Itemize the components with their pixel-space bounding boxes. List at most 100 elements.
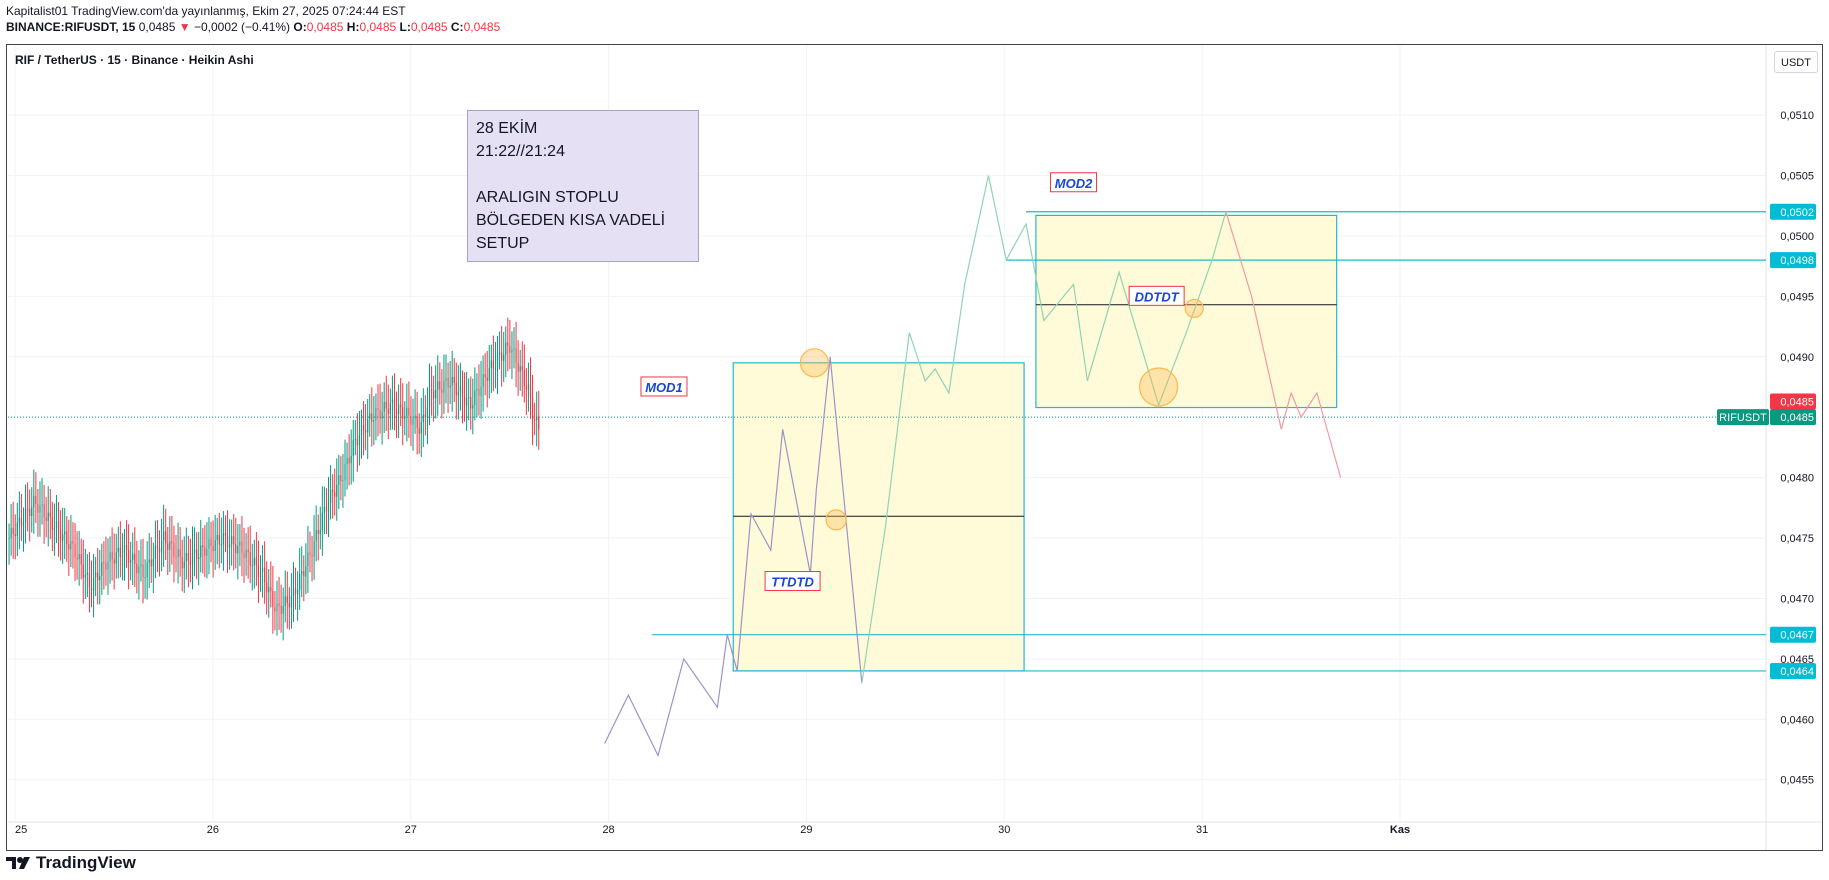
candle-body — [268, 587, 270, 593]
candle-body — [404, 415, 406, 419]
y-tick-label: 0,0500 — [1780, 231, 1814, 243]
candle-body — [470, 397, 472, 409]
candle-body — [31, 507, 33, 516]
candle-body — [144, 577, 146, 579]
candle-body — [435, 389, 437, 399]
note-line-6: SETUP — [476, 235, 530, 252]
candle-body — [299, 573, 301, 590]
price-change: −0,0002 (−0.41%) — [193, 20, 291, 34]
pattern-label: MOD2 — [1055, 176, 1093, 191]
candle-body — [259, 571, 262, 577]
candle-body — [22, 522, 25, 526]
candle-body — [414, 415, 416, 419]
candle-body — [507, 342, 509, 346]
candle-body — [253, 557, 255, 566]
candle-body — [420, 422, 422, 434]
candle-body — [237, 545, 239, 554]
candle-body — [158, 548, 161, 553]
candle-body — [327, 502, 330, 512]
x-tick-label: 27 — [405, 824, 417, 836]
candle-body — [111, 552, 113, 560]
candle-body — [397, 404, 400, 414]
candle-body — [284, 596, 286, 606]
candle-body — [97, 572, 99, 581]
footer-logo[interactable]: TradingView — [6, 853, 136, 873]
candle-body — [278, 603, 280, 606]
x-tick-label: 29 — [800, 824, 812, 836]
candle-body — [196, 549, 198, 559]
candle-body — [216, 534, 218, 541]
candle-body — [152, 559, 154, 567]
level-price-badge: 0,0467 — [1780, 630, 1814, 642]
candle-body — [202, 545, 204, 548]
x-tick-label: 28 — [602, 824, 614, 836]
pattern-label-box — [1050, 172, 1098, 193]
candle-body — [239, 541, 241, 546]
candle-body — [354, 439, 356, 441]
candle-body — [307, 552, 309, 567]
high-value: 0,0485 — [359, 20, 397, 34]
y-tick-label: 0,0495 — [1780, 291, 1814, 303]
candle-body — [200, 545, 202, 558]
highlight-circle — [1184, 298, 1204, 319]
bar-price-badge-bg — [1770, 393, 1816, 410]
ohlc-legend: BINANCE:RIFUSDT, 15 0,0485 ▼ −0,0002 (−0… — [6, 20, 500, 35]
candle-body — [266, 582, 268, 593]
candle-body — [272, 590, 274, 608]
high-label: H: — [346, 20, 360, 34]
currency-button[interactable]: USDT — [1774, 51, 1818, 73]
candle-body — [344, 463, 346, 481]
candle-body — [53, 527, 56, 530]
setup-note[interactable]: 28 EKİM 21:22//21:24 ARALIGIN STOPLU BÖL… — [467, 110, 699, 262]
candle-body — [538, 416, 540, 430]
last-price-badge-bg — [1770, 409, 1816, 426]
candle-body — [490, 360, 492, 369]
candle-body — [165, 531, 167, 544]
candle-body — [346, 457, 348, 464]
note-line-1: 28 EKİM — [476, 120, 538, 137]
candle-body — [352, 440, 354, 456]
candle-body — [43, 504, 45, 518]
x-tick-label: 25 — [15, 824, 27, 836]
chart-frame[interactable] — [6, 44, 1823, 851]
candle-body — [206, 548, 208, 556]
candle-body — [428, 389, 431, 408]
level-price-badge-bg — [1770, 203, 1816, 220]
candle-body — [385, 401, 387, 409]
candle-body — [235, 544, 237, 554]
candle-body — [148, 559, 150, 563]
candle-body — [37, 503, 39, 513]
candle-body — [198, 557, 200, 559]
candle-body — [132, 553, 134, 561]
candle-body — [39, 505, 41, 513]
candle-body — [536, 416, 538, 420]
candle-body — [523, 370, 525, 387]
candle-body — [86, 572, 88, 575]
candle-body — [447, 377, 449, 388]
highlight-circle — [1139, 367, 1179, 407]
candle-body — [455, 383, 457, 396]
candle-body — [474, 390, 476, 406]
candle-body — [461, 386, 464, 397]
symbol-badge-bg — [1717, 409, 1769, 426]
candle-body — [457, 391, 459, 396]
candle-body — [255, 557, 257, 566]
candle-body — [531, 397, 534, 420]
candle-body — [332, 489, 334, 493]
candle-body — [301, 571, 303, 574]
y-tick-label: 0,0470 — [1780, 593, 1814, 605]
candle-body — [47, 512, 49, 521]
candle-body — [486, 377, 488, 381]
candle-body — [249, 552, 251, 566]
candle-body — [529, 384, 532, 398]
candle-body — [121, 555, 124, 558]
candle-body — [383, 401, 385, 412]
close-value: 0,0485 — [463, 20, 501, 34]
candle-body — [511, 349, 513, 353]
candle-body — [74, 543, 76, 558]
candle-body — [484, 374, 486, 378]
candle-body — [187, 553, 189, 561]
candle-body — [433, 390, 435, 399]
candle-body — [480, 386, 482, 396]
